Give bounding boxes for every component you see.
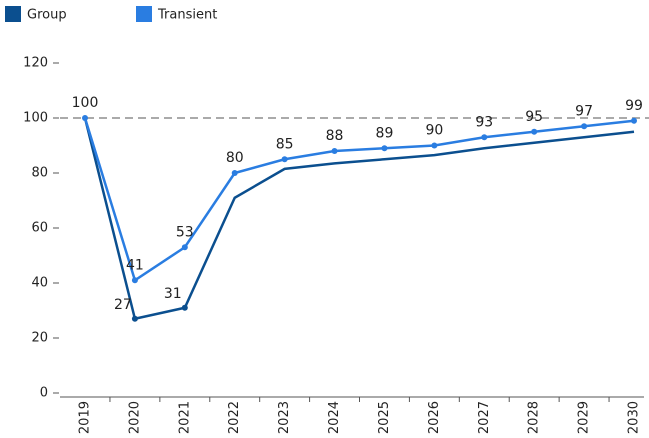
legend-label: Group xyxy=(27,8,67,23)
data-label: 95 xyxy=(525,109,543,125)
data-label: 88 xyxy=(326,128,344,144)
data-point xyxy=(82,115,88,121)
x-tick-label: 2023 xyxy=(277,401,292,434)
x-tick-label: 2026 xyxy=(427,401,442,434)
y-tick-label: 120 xyxy=(23,56,48,71)
data-point xyxy=(181,304,188,311)
data-label: 27 xyxy=(114,297,132,313)
x-tick-label: 2029 xyxy=(577,401,592,434)
y-tick-label: 0 xyxy=(40,386,48,401)
x-tick-label: 2019 xyxy=(78,401,93,434)
data-point xyxy=(131,277,138,284)
data-label: 100 xyxy=(72,95,99,111)
x-tick-label: 2024 xyxy=(327,401,342,434)
data-point xyxy=(281,156,288,163)
x-tick-label: 2028 xyxy=(527,401,542,434)
x-tick-label: 2027 xyxy=(477,401,492,434)
series-line xyxy=(83,117,635,283)
series-line xyxy=(83,117,635,321)
data-point xyxy=(481,134,488,141)
data-label: 41 xyxy=(126,257,144,273)
data-label: 93 xyxy=(475,114,493,130)
data-label: 31 xyxy=(164,286,182,302)
data-label: 80 xyxy=(226,150,244,166)
x-tick-label: 2022 xyxy=(227,401,242,434)
x-tick-label: 2020 xyxy=(127,401,142,434)
x-tick-label: 2030 xyxy=(627,401,642,434)
data-point xyxy=(631,117,637,124)
y-tick-label: 40 xyxy=(31,276,48,291)
x-tick-label: 2025 xyxy=(377,401,392,434)
data-point xyxy=(231,170,238,176)
data-label: 99 xyxy=(625,98,643,114)
legend-label: Transient xyxy=(157,8,217,23)
data-label: 53 xyxy=(176,224,194,240)
y-tick-label: 80 xyxy=(31,166,48,181)
y-tick-label: 20 xyxy=(31,331,48,346)
data-point xyxy=(331,148,338,154)
data-label: 97 xyxy=(575,103,593,119)
data-point xyxy=(381,145,388,152)
data-point xyxy=(131,315,138,322)
y-tick-label: 100 xyxy=(23,111,48,126)
data-label: 90 xyxy=(425,123,443,139)
legend-swatch xyxy=(5,6,21,22)
x-tick-label: 2021 xyxy=(177,401,192,434)
data-point xyxy=(581,123,588,130)
data-label: 89 xyxy=(376,125,394,141)
data-point xyxy=(181,244,188,251)
data-label: 85 xyxy=(276,136,294,152)
data-point xyxy=(531,128,538,135)
y-tick-label: 60 xyxy=(31,221,48,236)
data-point xyxy=(431,142,438,149)
legend-swatch xyxy=(136,6,152,22)
